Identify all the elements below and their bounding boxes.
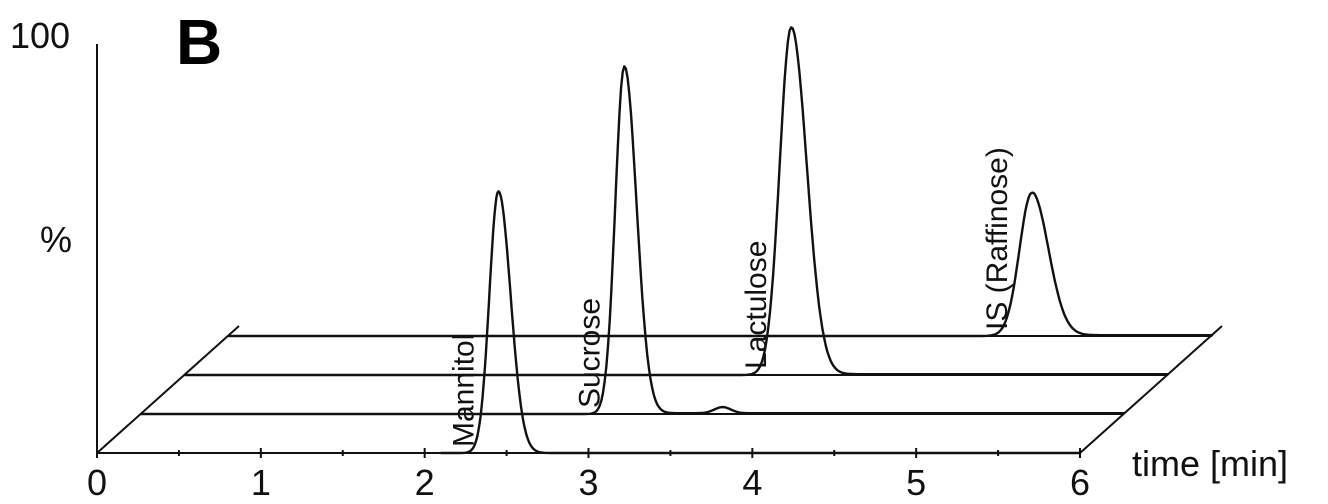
peak-label-is-raffinose: IS (Raffinose) <box>981 147 1014 330</box>
x-axis-label: time [min] <box>1132 443 1288 484</box>
depth-edge-right <box>1079 325 1223 454</box>
trace-sucrose <box>139 65 1126 416</box>
depth-edge-left <box>96 325 240 454</box>
x-tick-label-6: 6 <box>1070 462 1090 503</box>
x-tick-label-0: 0 <box>87 462 107 503</box>
peak-labels: IS (Raffinose) Lactulose Sucrose Mannitol <box>447 147 1013 447</box>
y-axis-label: % <box>40 219 72 260</box>
axis-frame <box>96 44 1223 454</box>
x-tick-label-1: 1 <box>251 462 271 503</box>
peak-label-mannitol: Mannitol <box>447 334 480 447</box>
x-tick-label-4: 4 <box>742 462 762 503</box>
x-tick-label-5: 5 <box>906 462 926 503</box>
trace-lactulose <box>183 26 1170 377</box>
chromatogram-traces <box>139 26 1214 455</box>
x-tick-label-3: 3 <box>578 462 598 503</box>
x-tick-label-2: 2 <box>415 462 435 503</box>
x-axis-ticks: 0 1 2 3 4 5 6 <box>87 448 1090 503</box>
trace-mannitol <box>439 190 1082 455</box>
y-max-label: 100 <box>10 15 70 56</box>
trace-is-raffinose <box>227 191 1214 338</box>
peak-label-sucrose: Sucrose <box>573 298 606 408</box>
panel-label: B <box>176 6 222 78</box>
peak-label-lactulose: Lactulose <box>740 241 773 369</box>
